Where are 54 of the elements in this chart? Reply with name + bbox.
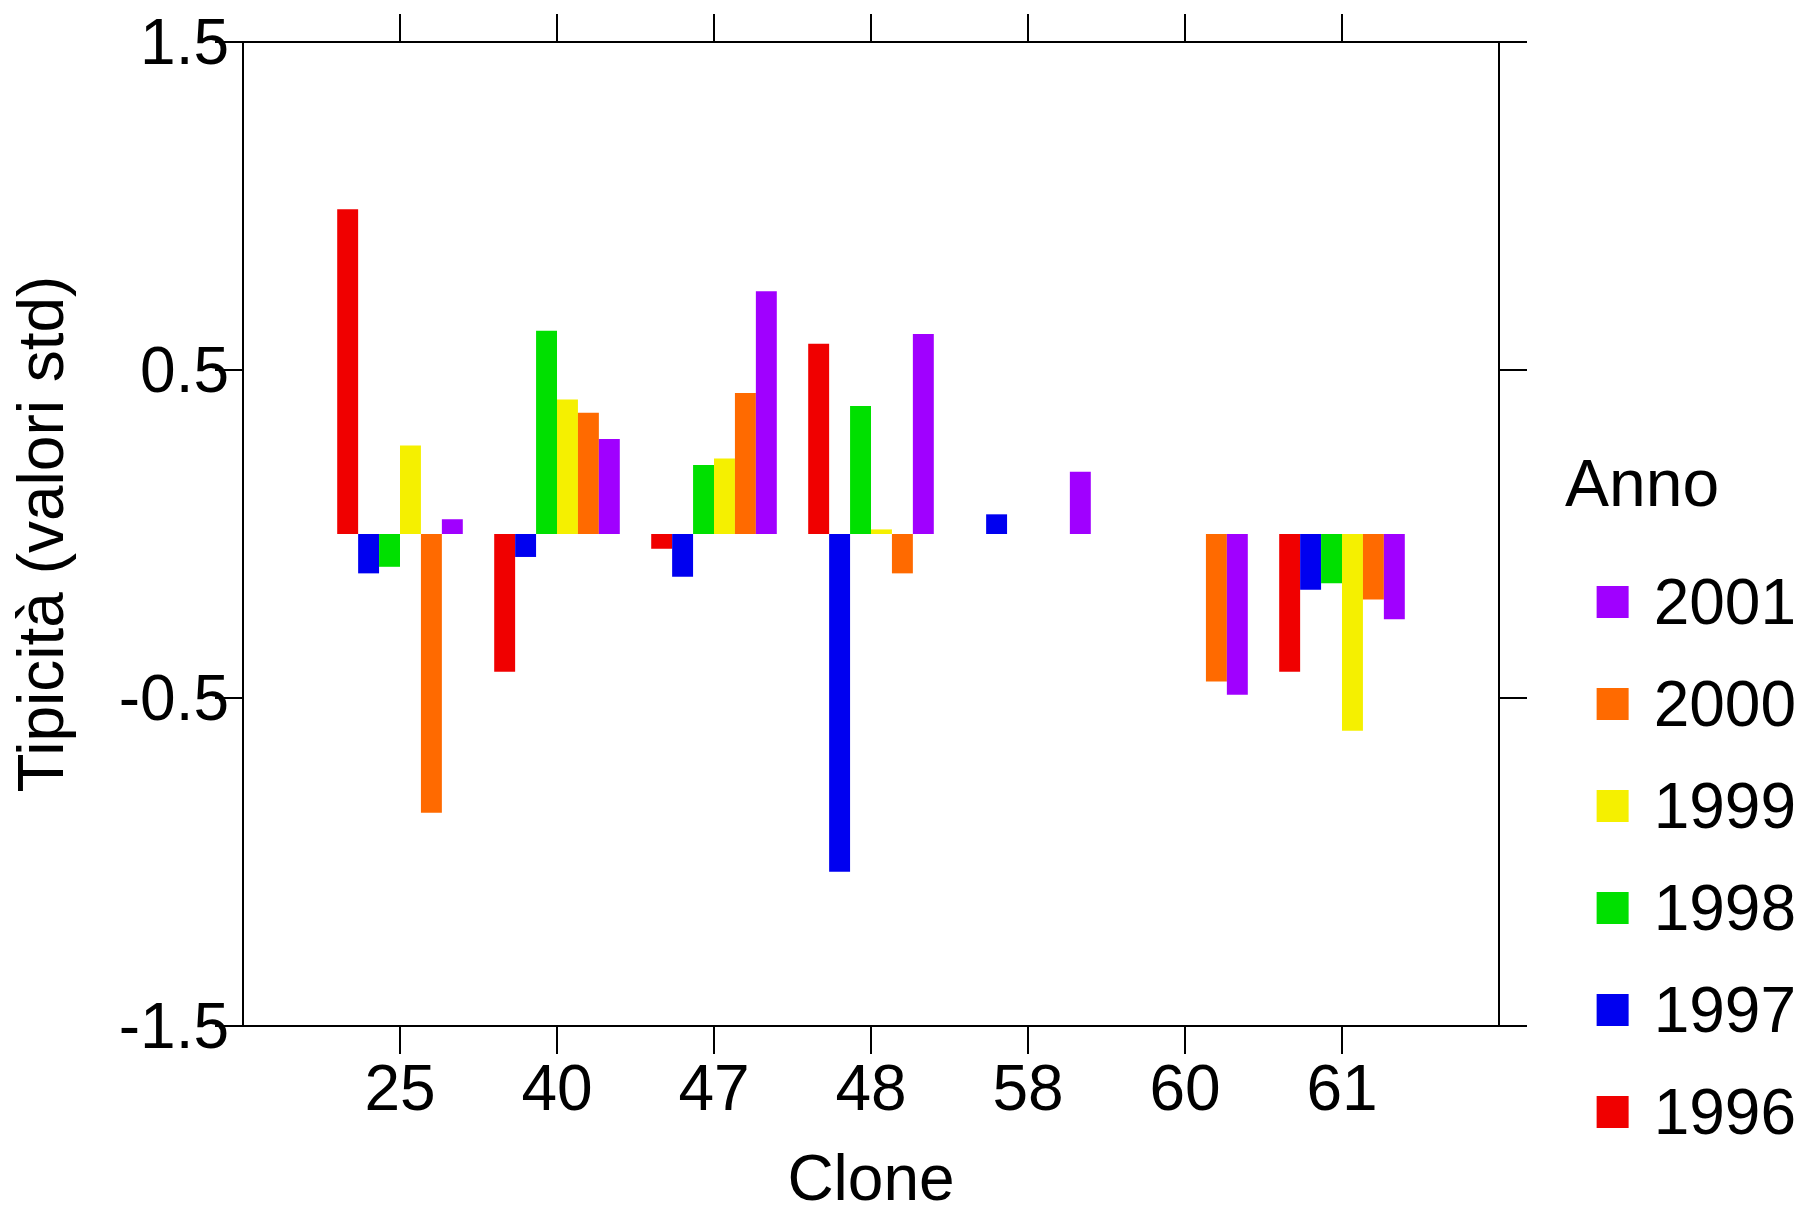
bar: [1362, 534, 1384, 600]
bar: [1342, 534, 1363, 731]
bar: [337, 209, 359, 534]
legend-label: 1997: [1653, 974, 1796, 1046]
bar: [577, 412, 599, 534]
x-tick-label: 61: [1306, 1052, 1378, 1124]
bar: [651, 534, 673, 549]
bar: [379, 534, 400, 567]
y-axis-title: Tipicità (valori std): [5, 275, 77, 793]
y-tick-label: 0.5: [140, 334, 229, 406]
bar: [850, 406, 871, 534]
y-tick-label: 1.5: [140, 6, 229, 78]
bar: [400, 445, 421, 534]
x-axis-title: Clone: [787, 1142, 955, 1214]
bar: [557, 399, 578, 534]
bar: [755, 291, 777, 534]
bar: [734, 392, 756, 534]
bar: [986, 514, 1008, 534]
bar: [693, 465, 714, 534]
x-tick-label: 60: [1149, 1052, 1221, 1124]
y-tick-label: -1.5: [118, 990, 229, 1062]
x-tick-label: 48: [835, 1052, 907, 1124]
legend-label: 1998: [1653, 872, 1796, 944]
bar: [598, 438, 620, 534]
bar: [1300, 534, 1322, 590]
legend-title: Anno: [1565, 446, 1720, 520]
bar: [1226, 534, 1248, 695]
bar: [1069, 471, 1091, 534]
y-tick-label: -0.5: [118, 662, 229, 734]
legend-label: 1996: [1653, 1076, 1796, 1148]
bar: [1321, 534, 1342, 584]
x-tick-label: 25: [364, 1052, 436, 1124]
bar: [912, 333, 934, 534]
bar: [515, 534, 537, 557]
legend-label: 1999: [1653, 770, 1796, 842]
bar: [808, 343, 830, 534]
x-tick-label: 58: [992, 1052, 1064, 1124]
bar: [358, 534, 380, 574]
bar: [672, 534, 694, 577]
bar: [1383, 534, 1405, 620]
bar: [891, 534, 913, 574]
bar: [871, 529, 892, 534]
bar: [441, 519, 463, 534]
bar: [714, 458, 735, 534]
x-tick-label: 40: [521, 1052, 593, 1124]
bar: [1279, 534, 1301, 672]
legend-label: 2000: [1653, 668, 1796, 740]
bar: [1205, 534, 1227, 682]
bar: [829, 534, 851, 872]
legend-label: 2001: [1653, 566, 1796, 638]
x-tick-label: 47: [678, 1052, 750, 1124]
bar: [420, 534, 442, 813]
bar: [494, 534, 516, 672]
bar: [536, 330, 557, 534]
